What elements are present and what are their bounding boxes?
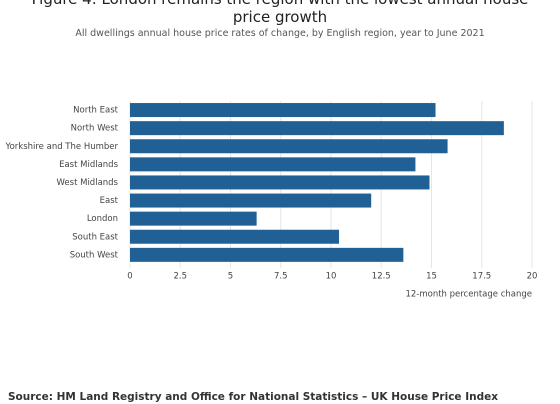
bar <box>130 229 340 244</box>
bar <box>130 121 504 136</box>
y-tick-label: North West <box>71 124 119 134</box>
bar <box>130 193 372 208</box>
y-tick-label: North East <box>73 106 118 116</box>
x-tick-label: 20 <box>527 271 538 281</box>
x-tick-label: 5 <box>228 271 233 281</box>
bar <box>130 211 257 226</box>
bar <box>130 157 416 172</box>
source: Source: HM Land Registry and Office for … <box>8 391 498 403</box>
y-tick-label: South East <box>72 232 118 242</box>
y-tick-label: South West <box>70 250 119 260</box>
x-tick-label: 7.5 <box>274 271 288 281</box>
chart-subtitle: All dwellings annual house price rates o… <box>75 28 485 39</box>
bar <box>130 175 430 190</box>
x-tick-label: 15 <box>426 271 437 281</box>
y-tick-label: Yorkshire and The Humber <box>5 142 119 152</box>
y-tick-label: East <box>100 196 119 206</box>
bar <box>130 139 448 154</box>
y-tick-label: East Midlands <box>59 160 118 170</box>
x-tick-label: 2.5 <box>173 271 187 281</box>
x-tick-label: 0 <box>127 271 132 281</box>
x-tick-label: 10 <box>326 271 337 281</box>
x-tick-label: 12.5 <box>372 271 391 281</box>
bar <box>130 247 404 262</box>
y-tick-label: London <box>87 214 118 224</box>
x-tick-label: 17.5 <box>472 271 491 281</box>
bar <box>130 103 436 118</box>
y-tick-label: West Midlands <box>57 178 119 188</box>
x-axis-label: 12-month percentage change <box>405 289 532 299</box>
chart-title: Figure 4: London remains the region with… <box>32 0 529 26</box>
